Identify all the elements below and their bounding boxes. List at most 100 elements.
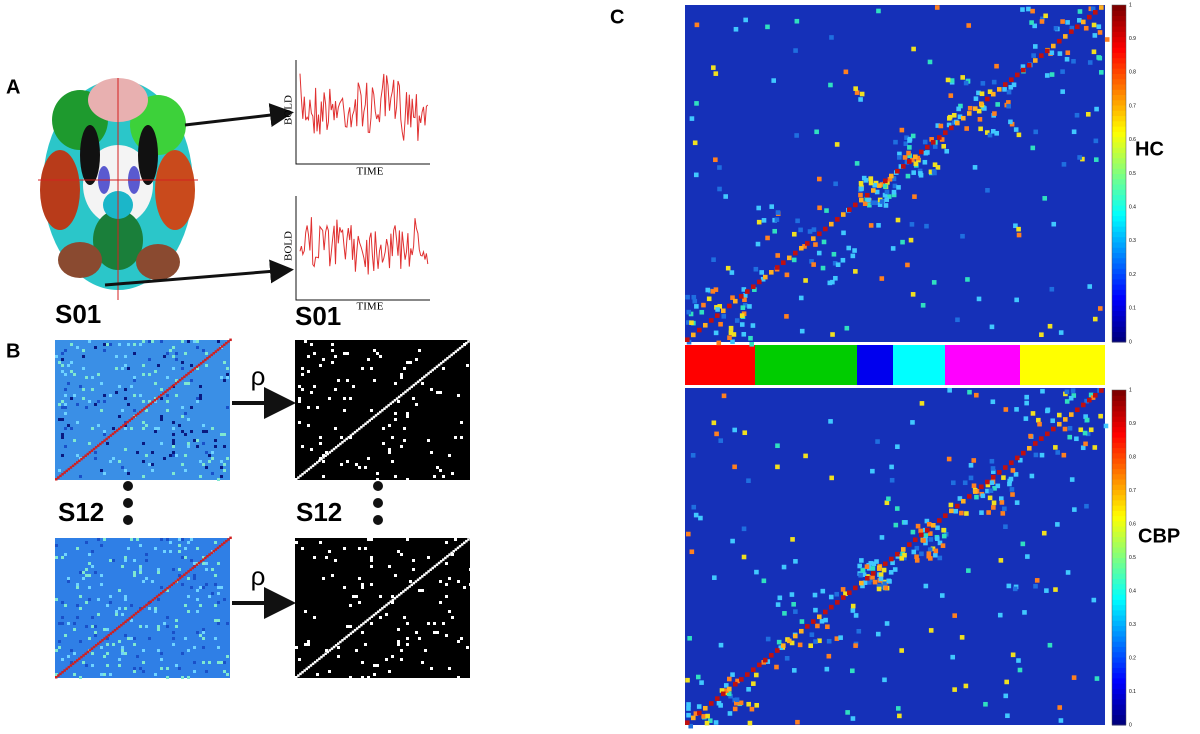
matrix-cell xyxy=(1087,14,1092,20)
colorbar-segment xyxy=(1112,47,1126,53)
matrix-cell xyxy=(164,390,167,394)
matrix-cell xyxy=(63,471,66,474)
matrix-cell xyxy=(130,538,133,541)
matrix-cell xyxy=(448,577,451,580)
matrix-cell xyxy=(73,660,77,664)
matrix-cell xyxy=(835,217,840,222)
matrix-cell xyxy=(148,607,151,610)
matrix-cell xyxy=(226,376,229,379)
matrix-cell xyxy=(208,355,211,358)
matrix-cell xyxy=(76,461,79,464)
matrix-cell xyxy=(199,586,202,589)
colorbar-segment xyxy=(1112,567,1126,574)
matrix-cell xyxy=(1029,20,1034,25)
matrix-cell xyxy=(94,625,97,628)
matrix-cell xyxy=(393,597,397,600)
matrix-cell xyxy=(895,217,901,223)
matrix-cell xyxy=(717,186,722,192)
matrix-cell xyxy=(76,547,79,550)
matrix-cell xyxy=(739,313,745,318)
matrix-cell xyxy=(373,349,376,352)
matrix-cell xyxy=(307,640,310,643)
matrix-cell xyxy=(324,652,327,655)
matrix-cell xyxy=(878,572,884,577)
matrix-cell xyxy=(820,265,826,271)
matrix-cell xyxy=(92,447,96,451)
matrix-cell xyxy=(328,649,332,652)
matrix-cell xyxy=(809,632,815,638)
matrix-cell xyxy=(406,388,409,392)
matrix-cell xyxy=(94,403,97,406)
matrix-cell xyxy=(355,595,358,598)
matrix-cell xyxy=(833,181,838,187)
matrix-cell xyxy=(301,373,304,376)
matrix-cell xyxy=(1096,55,1101,60)
matrix-cell xyxy=(223,661,226,664)
matrix-cell xyxy=(990,399,996,405)
matrix-cell xyxy=(445,541,448,544)
matrix-cell xyxy=(1050,418,1056,424)
matrix-cell xyxy=(73,462,77,466)
matrix-cell xyxy=(115,627,119,630)
matrix-cell xyxy=(457,676,460,679)
matrix-cell xyxy=(1077,18,1082,23)
matrix-cell xyxy=(909,222,915,227)
matrix-cell xyxy=(376,664,379,667)
matrix-cell xyxy=(61,406,64,409)
matrix-cell xyxy=(178,576,182,580)
matrix-cell xyxy=(807,229,813,234)
matrix-cell xyxy=(181,556,184,559)
matrix-cell xyxy=(433,622,436,625)
matrix-cell xyxy=(217,646,220,649)
arrow xyxy=(104,259,294,287)
matrix-cell xyxy=(337,444,340,447)
matrix-cell xyxy=(1099,70,1104,75)
matrix-cell xyxy=(127,637,130,640)
matrix-cell xyxy=(691,294,697,300)
matrix-cell xyxy=(184,547,187,550)
matrix-cell xyxy=(149,600,152,603)
matrix-cell xyxy=(1026,6,1031,12)
matrix-cell xyxy=(688,723,694,729)
matrix-cell xyxy=(352,595,355,598)
matrix-cell xyxy=(70,661,73,664)
matrix-cell xyxy=(959,510,964,516)
colorbar-segment xyxy=(1112,615,1126,621)
matrix-cell xyxy=(751,667,756,673)
matrix-cell xyxy=(358,601,361,604)
matrix-cell xyxy=(858,97,863,102)
matrix-cell xyxy=(196,439,199,442)
matrix-cell xyxy=(1061,452,1067,458)
matrix-cell xyxy=(220,466,223,469)
matrix-cell xyxy=(355,627,359,630)
matrix-cell xyxy=(841,230,846,236)
matrix-cell xyxy=(431,566,434,570)
matrix-cell xyxy=(1084,398,1089,404)
matrix-cell xyxy=(76,616,79,619)
matrix-cell xyxy=(316,673,319,676)
matrix-cell xyxy=(887,176,893,182)
matrix-cell xyxy=(930,546,936,552)
matrix-cell xyxy=(61,358,64,361)
matrix-cell xyxy=(876,223,881,228)
matrix-cell xyxy=(910,292,916,297)
matrix-cell xyxy=(989,324,995,330)
matrix-cell xyxy=(103,433,106,436)
colorbar-segment xyxy=(1112,677,1126,684)
matrix-cell xyxy=(175,454,178,457)
matrix-cell xyxy=(888,570,894,575)
matrix-cell xyxy=(400,373,403,376)
matrix-cell xyxy=(103,538,106,541)
matrix-cell xyxy=(448,610,451,613)
matrix-cell xyxy=(362,622,365,625)
matrix-cell xyxy=(1011,82,1017,88)
matrix-cell xyxy=(690,453,696,458)
colorbar-segment xyxy=(1112,536,1126,543)
matrix-cell xyxy=(328,451,332,454)
colorbar-segment xyxy=(1112,520,1126,527)
matrix-cell xyxy=(202,631,205,634)
matrix-cell xyxy=(103,637,106,640)
matrix-cell xyxy=(915,155,921,161)
matrix-cell xyxy=(448,454,451,457)
matrix-cell xyxy=(202,628,205,631)
